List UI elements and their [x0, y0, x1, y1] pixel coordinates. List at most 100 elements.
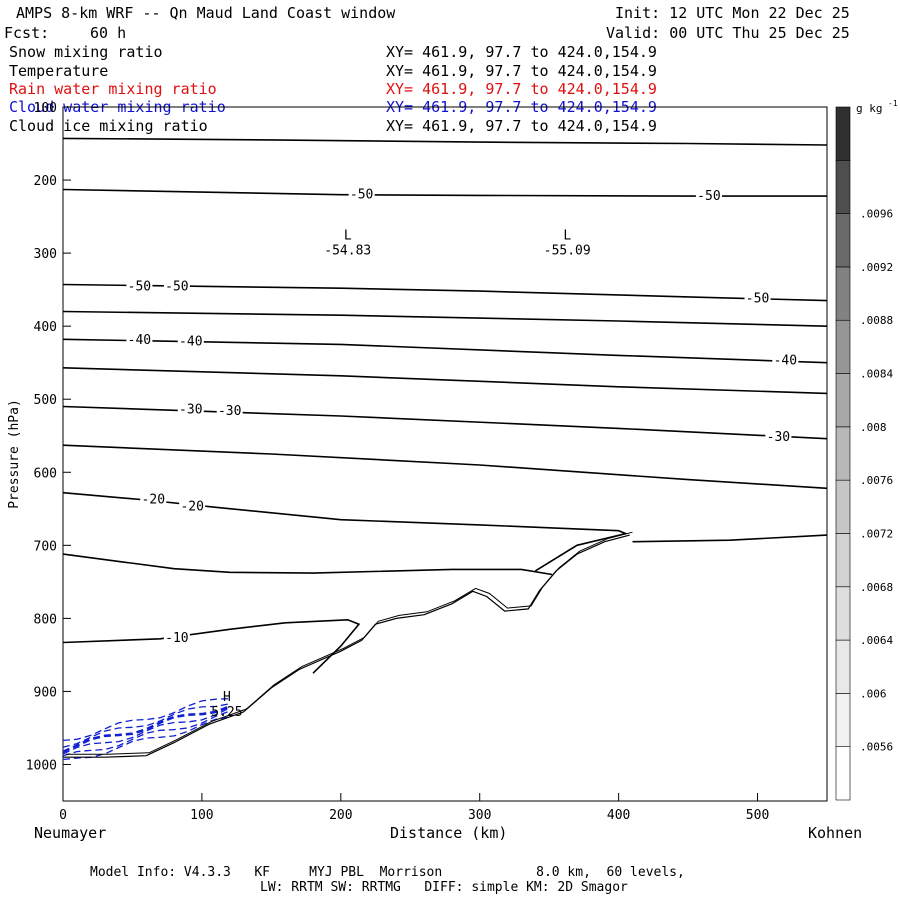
field-xy-cloud-ice: XY= 461.9, 97.7 to 424.0,154.9 — [386, 117, 657, 135]
contour-label-6-2: -30 — [767, 430, 790, 445]
model-info-line-2: LW: RRTM SW: RRTMG DIFF: simple KM: 2D S… — [260, 880, 628, 895]
colorbar-label-4: .0072 — [860, 527, 893, 540]
colorbar-label-9: .0092 — [860, 261, 893, 274]
cloud-water-contour-1 — [62, 703, 230, 748]
contour-line-6 — [62, 405, 828, 440]
colorbar-label-1: .006 — [860, 687, 887, 700]
plot-frame — [62, 106, 828, 802]
cloud-water-contours — [62, 697, 231, 761]
y-tick-label-2: 300 — [34, 247, 57, 262]
contour-label-bg-1-1 — [695, 189, 722, 203]
extremum-type-1: L — [563, 228, 571, 243]
contour-label-8-0: -20 — [142, 492, 165, 507]
colorbar-label-8: .0088 — [860, 314, 893, 327]
x-tick-label-5: 500 — [746, 808, 769, 823]
contour-label-bg-6-2 — [765, 430, 792, 444]
colorbar-segment-5 — [835, 479, 851, 534]
field-name-cloud-ice: Cloud ice mixing ratio — [9, 117, 208, 135]
field-name-rain: Rain water mixing ratio — [9, 80, 217, 98]
contour-line-2 — [62, 283, 828, 302]
y-tick-label-0: 100 — [34, 101, 57, 116]
contour-label-8-1: -20 — [180, 500, 203, 515]
x-end-label: Kohnen — [808, 824, 863, 842]
field-xy-snow: XY= 461.9, 97.7 to 424.0,154.9 — [386, 43, 657, 61]
x-tick-label-4: 400 — [607, 808, 630, 823]
colorbar-label-6: .008 — [860, 421, 887, 434]
contour-label-4-0: -40 — [128, 333, 151, 348]
colorbar-unit-exponent: -1 — [888, 99, 898, 108]
axes: 0 100 200 300 400 500 100 200 300 400 500 600 700 800… — [26, 101, 770, 823]
chart-title: AMPS 8-km WRF -- Qn Maud Land Coast wind… — [16, 4, 396, 22]
field-name-snow: Snow mixing ratio — [9, 43, 163, 61]
contour-line-5 — [62, 367, 828, 395]
contour-label-bg-8-1 — [179, 499, 206, 513]
forecast-hours: 60 h — [90, 24, 127, 42]
contour-label-2-0: -50 — [128, 280, 151, 295]
colorbar-label-0: .0056 — [860, 741, 893, 754]
contour-label-6-0: -30 — [179, 402, 202, 417]
extremum-value-1: -55.09 — [544, 243, 591, 258]
y-tick-label-9: 1000 — [26, 758, 57, 773]
contour-label-4-1: -40 — [179, 334, 202, 349]
contour-label-2-1: -50 — [165, 280, 188, 295]
x-tick-label-0: 0 — [59, 808, 67, 823]
contour-label-11-0: -10 — [165, 631, 188, 646]
contour-label-4-2: -40 — [774, 353, 797, 368]
colorbar-segment-2 — [835, 639, 851, 694]
colorbar-label-7: .0084 — [860, 368, 893, 381]
contour-line-3 — [62, 310, 828, 327]
colorbar-unit: g kg — [856, 102, 883, 115]
colorbar-segment-7 — [835, 373, 851, 428]
colorbar-segment-8 — [835, 319, 851, 374]
contour-label-6-1: -30 — [218, 404, 241, 419]
colorbar-label-10: .0096 — [860, 208, 893, 221]
model-info-line-1: Model Info: V4.3.3 KF MYJ PBL Morrison 8… — [90, 865, 685, 880]
field-name-temperature: Temperature — [9, 62, 109, 80]
contour-label-bg-8-0 — [140, 492, 167, 506]
colorbar-segment-3 — [835, 586, 851, 641]
x-axis-label: Distance (km) — [390, 824, 508, 842]
valid-time: Valid: 00 UTC Thu 25 Dec 25 — [606, 24, 850, 42]
contour-line-7 — [62, 444, 828, 490]
colorbar-segment-11 — [835, 160, 851, 214]
y-tick-label-1: 200 — [34, 174, 57, 189]
contour-line-4 — [62, 338, 828, 364]
forecast-label: Fcst: — [4, 24, 50, 42]
contour-line-9 — [62, 553, 553, 576]
colorbar-segment-9 — [835, 266, 851, 321]
cloud-water-contour-3 — [62, 707, 230, 755]
contour-label-bg-2-1 — [163, 279, 190, 293]
colorbar-segment-0 — [835, 746, 851, 801]
contour-label-bg-2-0 — [126, 279, 153, 293]
contour-label-bg-2-2 — [744, 291, 771, 305]
cloud-water-contour-0 — [62, 697, 230, 742]
colorbar: .0056 .006 .0064 .0068 .0072 .0076 .008 .0084 .0… — [835, 99, 898, 801]
x-tick-label-2: 200 — [329, 808, 352, 823]
contour-label-1-1: -50 — [697, 189, 720, 204]
terrain-line — [63, 534, 630, 758]
extremum-type-2: H — [223, 690, 231, 705]
colorbar-label-5: .0076 — [860, 474, 893, 487]
contour-label-bg-11-0 — [163, 631, 190, 645]
terrain-outline — [63, 531, 633, 758]
y-tick-label-8: 900 — [34, 685, 57, 700]
contour-line-11 — [62, 618, 361, 674]
contour-line-1 — [62, 188, 827, 197]
init-time: Init: 12 UTC Mon 22 Dec 25 — [615, 4, 850, 22]
colorbar-segment-6 — [835, 426, 851, 481]
contour-line-10 — [632, 534, 828, 543]
field-xy-temperature: XY= 461.9, 97.7 to 424.0,154.9 — [386, 62, 657, 80]
extremum-value-2: 5.25 — [211, 705, 242, 720]
terrain-line-upper — [65, 531, 633, 755]
contour-label-bg-6-1 — [216, 403, 243, 417]
contour-label-bg-4-2 — [772, 353, 799, 367]
colorbar-segment-10 — [835, 213, 851, 268]
x-tick-label-1: 100 — [190, 808, 213, 823]
y-tick-label-4: 500 — [34, 393, 57, 408]
y-tick-label-6: 700 — [34, 539, 57, 554]
extremum-type-0: L — [344, 228, 352, 243]
cloud-water-contour-2 — [62, 705, 231, 753]
x-start-label: Neumayer — [34, 824, 107, 842]
